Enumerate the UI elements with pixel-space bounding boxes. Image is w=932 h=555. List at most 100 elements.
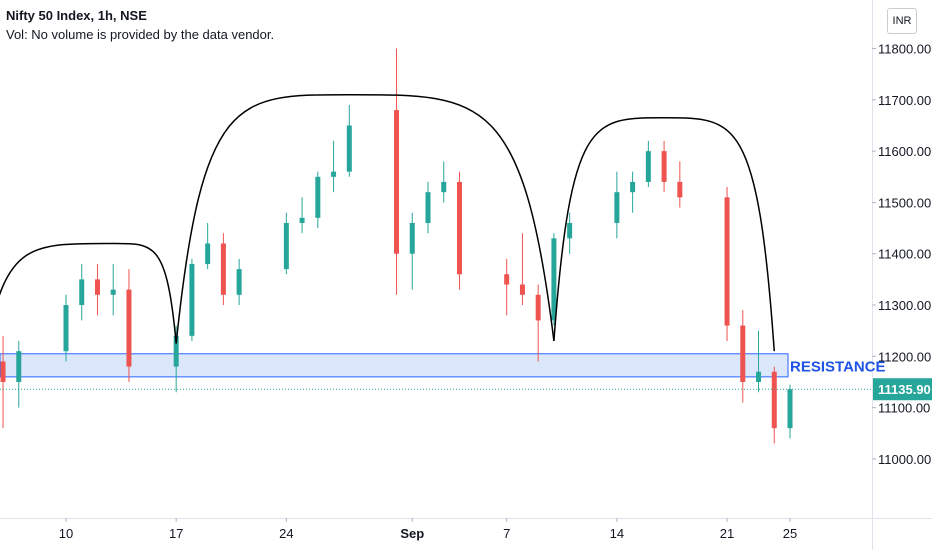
- candle-body: [645, 151, 651, 182]
- candle-body: [189, 264, 195, 336]
- candle-body: [661, 151, 667, 182]
- candle-body: [220, 243, 226, 295]
- candle[interactable]: [315, 171, 321, 229]
- candle[interactable]: [173, 325, 179, 393]
- candle[interactable]: [236, 258, 242, 306]
- candle[interactable]: [189, 258, 195, 341]
- candle[interactable]: [283, 212, 289, 275]
- candle-body: [519, 284, 525, 295]
- candle[interactable]: [661, 140, 667, 193]
- candle-body: [16, 351, 22, 382]
- x-tick-label: 21: [720, 526, 734, 541]
- candle-body: [630, 181, 636, 193]
- candle[interactable]: [346, 104, 352, 177]
- candle[interactable]: [331, 140, 337, 193]
- y-tick-label: 11100.00: [878, 401, 930, 416]
- candle-body: [283, 222, 289, 270]
- candle[interactable]: [614, 171, 620, 239]
- candle-body: [110, 289, 116, 295]
- candle-body: [551, 238, 557, 321]
- x-tick-label: 14: [610, 526, 624, 541]
- candle-body: [205, 243, 211, 264]
- candle[interactable]: [126, 269, 132, 382]
- y-tick-label: 11000.00: [878, 452, 931, 467]
- chart-title: Nifty 50 Index, 1h, NSE: [6, 8, 147, 23]
- candle[interactable]: [630, 171, 636, 213]
- candle[interactable]: [771, 366, 777, 444]
- cup-arc[interactable]: [553, 117, 776, 352]
- candle[interactable]: [16, 340, 22, 408]
- candle[interactable]: [456, 171, 462, 290]
- candle-body: [771, 371, 777, 429]
- candle[interactable]: [551, 233, 557, 326]
- candle[interactable]: [724, 187, 730, 341]
- candle-body: [299, 217, 305, 223]
- candle[interactable]: [740, 310, 746, 403]
- candle-body: [441, 181, 447, 193]
- x-tick-label: 25: [783, 526, 797, 541]
- y-tick-label: 11600.00: [878, 144, 931, 159]
- y-tick-label: 11300.00: [878, 298, 931, 313]
- candle[interactable]: [441, 161, 447, 203]
- candle[interactable]: [409, 212, 415, 290]
- candle[interactable]: [205, 222, 211, 270]
- candle-body: [331, 171, 337, 177]
- candle-body: [756, 371, 762, 382]
- x-tick-label: 10: [59, 526, 73, 541]
- candle-body: [724, 197, 730, 326]
- candle-body: [126, 289, 132, 367]
- candle[interactable]: [79, 264, 85, 321]
- candle-body: [740, 325, 746, 382]
- candle-body: [79, 279, 85, 306]
- candle-body: [425, 192, 431, 223]
- candle[interactable]: [645, 140, 651, 188]
- candle[interactable]: [299, 197, 305, 234]
- resistance-label: RESISTANCE: [790, 358, 886, 375]
- candle[interactable]: [787, 384, 793, 439]
- candle-body: [409, 222, 415, 254]
- currency-button[interactable]: INR: [887, 8, 917, 34]
- candle[interactable]: [220, 233, 226, 306]
- candle-body: [173, 335, 179, 367]
- y-tick-label: 11500.00: [878, 195, 931, 210]
- cup-arc[interactable]: [0, 242, 177, 344]
- resistance-zone[interactable]: [0, 353, 789, 378]
- candle-body: [0, 361, 6, 382]
- candle[interactable]: [94, 264, 100, 316]
- candle[interactable]: [756, 330, 762, 393]
- candle-body: [94, 279, 100, 295]
- candle[interactable]: [567, 212, 573, 254]
- x-tick-label: 7: [503, 526, 510, 541]
- candle[interactable]: [394, 48, 400, 295]
- candle-body: [346, 125, 352, 172]
- candle[interactable]: [519, 233, 525, 306]
- candle[interactable]: [110, 264, 116, 316]
- cup-arc[interactable]: [175, 93, 555, 344]
- last-price-badge: 11135.90: [873, 378, 932, 401]
- candle-body: [236, 269, 242, 295]
- volume-note: Vol: No volume is provided by the data v…: [6, 27, 275, 42]
- candle-body: [535, 294, 541, 321]
- candle[interactable]: [677, 161, 683, 208]
- candle-body: [677, 181, 683, 198]
- y-tick-label: 11700.00: [878, 93, 931, 108]
- y-tick-label: 11800.00: [878, 42, 931, 57]
- x-tick-label: 17: [169, 526, 183, 541]
- last-price-label: 11135.90: [878, 382, 931, 397]
- x-tick-label: 24: [279, 526, 293, 541]
- candle-body: [787, 389, 793, 429]
- candle-body: [456, 181, 462, 275]
- candle-body: [63, 305, 69, 352]
- candle-body: [394, 110, 400, 254]
- candle-body: [504, 274, 510, 285]
- candle-body: [567, 222, 573, 239]
- candle[interactable]: [0, 335, 6, 429]
- candle[interactable]: [535, 284, 541, 362]
- candle[interactable]: [504, 258, 510, 316]
- candle-body: [614, 192, 620, 223]
- candle[interactable]: [425, 181, 431, 234]
- candle[interactable]: [63, 294, 69, 362]
- y-tick-label: 11400.00: [878, 247, 931, 262]
